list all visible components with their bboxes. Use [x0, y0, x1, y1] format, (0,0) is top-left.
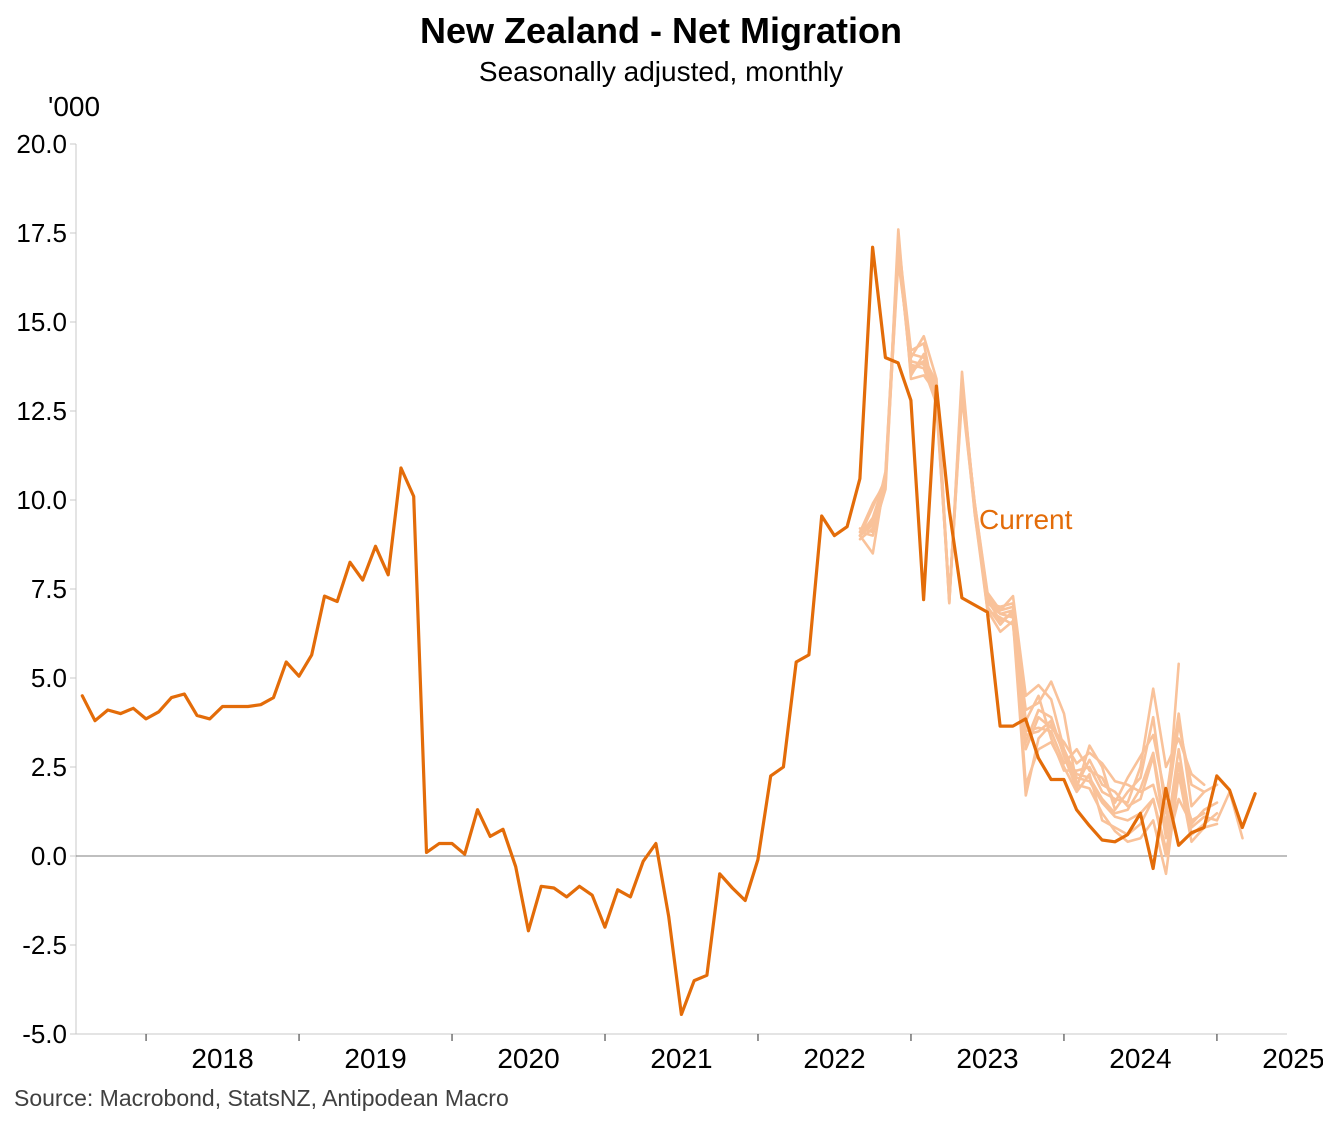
vintage-series-line-9 — [858, 249, 1180, 829]
source-note: Source: Macrobond, StatsNZ, Antipodean M… — [14, 1085, 509, 1111]
x-tick-label: 2023 — [956, 1043, 1018, 1074]
chart-subtitle: Seasonally adjusted, monthly — [479, 56, 843, 87]
chart-title: New Zealand - Net Migration — [420, 10, 902, 51]
current-series-annotation: Current — [979, 504, 1073, 535]
y-tick-label: 12.5 — [16, 396, 67, 426]
y-tick-label: -2.5 — [22, 930, 67, 960]
current-series-line — [80, 245, 1257, 1017]
vintage-series-line-1 — [858, 228, 1219, 876]
y-tick-label: 0.0 — [31, 841, 67, 871]
y-tick-label: 17.5 — [16, 218, 67, 248]
x-tick-label: 2020 — [497, 1043, 559, 1074]
x-tick-label: 2024 — [1109, 1043, 1171, 1074]
x-tick-label: 2018 — [191, 1043, 253, 1074]
x-tick-label: 2022 — [803, 1043, 865, 1074]
y-tick-label: 5.0 — [31, 663, 67, 693]
x-tick-label: 2021 — [650, 1043, 712, 1074]
x-tick-label: 2025 — [1262, 1043, 1323, 1074]
y-tick-label: 7.5 — [31, 574, 67, 604]
y-axis: -5.0 -2.5 0.0 2.5 5.0 7.5 10.0 12.5 15.0 17.5 20.0 — [16, 129, 77, 1049]
x-axis: 2018 2019 2020 2021 2022 2023 2024 2025 — [76, 1033, 1323, 1074]
vintage-series-line-8 — [858, 242, 1206, 804]
current-series-group — [80, 245, 1257, 1017]
y-tick-label: 15.0 — [16, 307, 67, 337]
x-tick-label: 2019 — [344, 1043, 406, 1074]
y-tick-label: -5.0 — [22, 1019, 67, 1049]
vintage-series-line-6 — [858, 242, 1206, 815]
vintage-series-line-3 — [858, 260, 1244, 840]
y-tick-label: 2.5 — [31, 752, 67, 782]
y-axis-unit-label: '000 — [48, 91, 100, 122]
y-tick-label: 20.0 — [16, 129, 67, 159]
vintage-series-line-2 — [858, 238, 1219, 858]
y-tick-label: 10.0 — [16, 485, 67, 515]
